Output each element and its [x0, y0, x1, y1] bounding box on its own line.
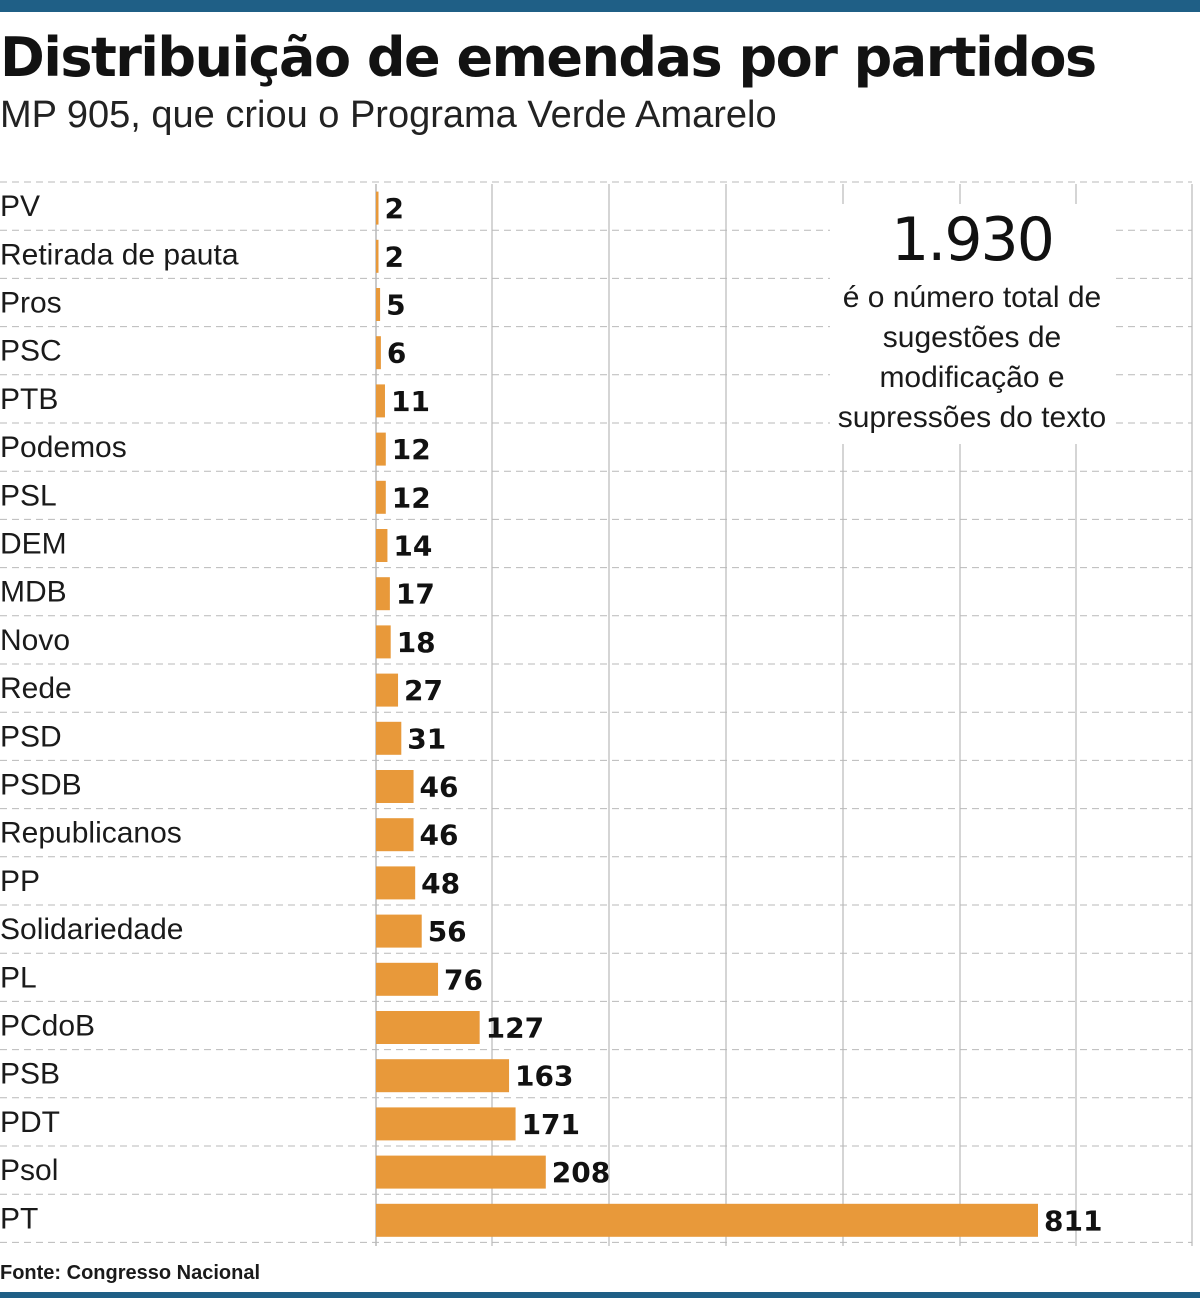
bar — [376, 1155, 546, 1189]
category-label: PTB — [0, 383, 58, 416]
bar — [376, 914, 422, 948]
category-label: Rede — [0, 672, 72, 705]
data-label: 12 — [392, 481, 431, 514]
data-label: 46 — [420, 819, 459, 852]
data-label: 127 — [486, 1012, 544, 1045]
data-label: 2 — [385, 240, 404, 273]
data-label: 48 — [421, 867, 460, 900]
bar — [376, 770, 414, 803]
data-label: 31 — [407, 722, 446, 755]
category-label: PT — [0, 1202, 38, 1235]
data-label: 171 — [522, 1108, 580, 1141]
bar — [376, 480, 386, 514]
data-label: 208 — [552, 1156, 610, 1189]
data-label: 46 — [420, 771, 459, 804]
bar — [376, 1203, 1038, 1237]
bar — [376, 625, 391, 659]
category-label: Podemos — [0, 431, 127, 464]
category-label: PSL — [0, 479, 57, 512]
data-label: 14 — [393, 530, 432, 563]
data-label: 11 — [391, 385, 430, 418]
category-label: PDT — [0, 1106, 60, 1139]
data-label: 12 — [392, 433, 431, 466]
total-description: é o número total de sugestões de modific… — [837, 281, 1107, 434]
data-label: 18 — [397, 626, 436, 659]
bar-chart: PV 2 Retirada de pauta 2 Pros 5 PSC 6 PTB 11 Podem… — [0, 181, 1193, 1246]
bar — [376, 1059, 510, 1093]
category-label: MDB — [0, 576, 67, 609]
category-label: PSD — [0, 720, 62, 753]
bar — [376, 288, 381, 321]
bottom-rule — [0, 1292, 1200, 1298]
category-label: PP — [0, 865, 40, 898]
data-label: 163 — [515, 1060, 573, 1093]
total-value: 1.930 — [891, 205, 1055, 275]
category-label: Solidariedade — [0, 913, 183, 946]
category-label: DEM — [0, 528, 67, 561]
top-rule — [0, 0, 1200, 12]
bar — [376, 336, 381, 370]
data-label: 5 — [386, 289, 405, 322]
chart-title: Distribuição de emendas por partidos — [0, 26, 1097, 89]
bar — [376, 191, 379, 225]
bar — [376, 432, 386, 466]
bar — [376, 962, 439, 996]
bar — [376, 384, 385, 418]
data-label: 56 — [428, 915, 467, 948]
total-callout: 1.930 é o número total de sugestões de m… — [830, 204, 1114, 444]
category-label: Pros — [0, 287, 62, 320]
bar — [376, 1107, 516, 1141]
category-label: PSDB — [0, 769, 82, 802]
chart-subtitle: MP 905, que criou o Programa Verde Amare… — [0, 94, 777, 136]
bar — [376, 1011, 480, 1044]
category-label: Novo — [0, 624, 70, 657]
bar — [376, 818, 414, 852]
category-label: PSC — [0, 335, 62, 368]
source-note: Fonte: Congresso Nacional — [0, 1262, 261, 1284]
bar — [376, 529, 388, 562]
data-label: 27 — [404, 674, 443, 707]
category-label: Psol — [0, 1154, 58, 1187]
category-label: PL — [0, 961, 37, 994]
data-label: 2 — [385, 192, 404, 225]
bar — [376, 673, 399, 707]
bar — [376, 239, 379, 273]
category-label: Retirada de pauta — [0, 238, 239, 271]
data-label: 76 — [444, 963, 483, 996]
bar — [376, 866, 416, 900]
data-label: 811 — [1044, 1204, 1102, 1237]
category-label: PCdoB — [0, 1010, 95, 1043]
data-label: 17 — [396, 578, 435, 611]
category-label: PV — [0, 190, 40, 223]
data-label: 6 — [387, 337, 406, 370]
category-label: PSB — [0, 1058, 60, 1091]
bar — [376, 721, 402, 755]
category-label: Republicanos — [0, 817, 182, 850]
bar — [376, 577, 390, 611]
